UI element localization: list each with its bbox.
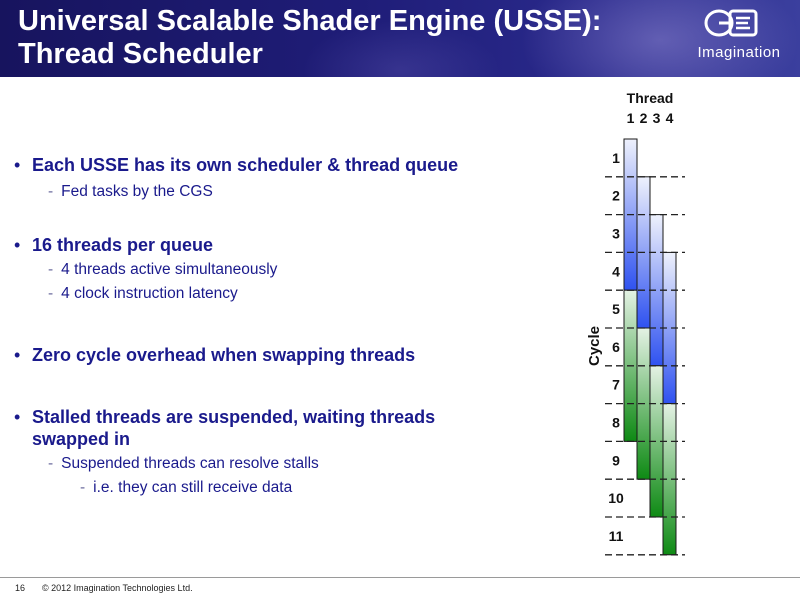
- cycle-label: 8: [612, 415, 620, 431]
- cycle-label: 5: [612, 301, 620, 317]
- page-number: 16: [15, 583, 26, 593]
- sub-bullet-text: 4 clock instruction latency: [61, 285, 238, 302]
- dash-icon: -: [48, 285, 54, 302]
- imagination-logo: Imagination: [684, 8, 794, 68]
- bullet-text: Zero cycle overhead when swapping thread…: [32, 345, 416, 365]
- footer-divider: [0, 577, 800, 578]
- cycle-label: 11: [609, 528, 624, 544]
- sub-bullet-text: i.e. they can still receive data: [93, 479, 293, 496]
- bullet-dot-icon: •: [14, 407, 21, 427]
- thread-number-label: 4: [666, 110, 674, 126]
- dash-icon: -: [48, 261, 54, 278]
- slide-title: Universal Scalable Shader Engine (USSE):…: [18, 5, 678, 71]
- cycle-axis-label: Cycle: [586, 326, 603, 366]
- bullet-dot-icon: •: [14, 155, 21, 175]
- imagination-logo-icon: [704, 9, 758, 37]
- cycle-labels: 1 2 3 4 5 6 7 8 9 10 11: [608, 150, 624, 544]
- sub-bullet-item: -4 threads active simultaneously: [48, 260, 277, 279]
- sub-sub-bullet-item: - i.e. they can still receive data: [80, 478, 292, 497]
- sub-bullet-item: - Suspended threads can resolve stalls: [48, 454, 319, 473]
- dash-icon: -: [80, 479, 86, 496]
- cycle-label: 6: [612, 339, 620, 355]
- header-glow: [520, 0, 800, 77]
- bullet-text: Stalled threads are suspended, waiting t…: [32, 407, 436, 449]
- slide-title-line-1: Universal Scalable Shader Engine (USSE):: [18, 5, 602, 37]
- sub-bullet-text: Fed tasks by the CGS: [61, 183, 213, 200]
- slide-title-line-2: Thread Scheduler: [18, 38, 263, 70]
- thread-bars: [623, 138, 677, 556]
- dash-icon: -: [48, 455, 54, 472]
- cycle-label: 4: [612, 263, 620, 279]
- cycle-label: 10: [608, 490, 624, 506]
- thread-number-label: 1: [627, 110, 635, 126]
- sub-bullet-item: -4 clock instruction latency: [48, 284, 238, 303]
- cycle-label: 2: [612, 188, 620, 204]
- cycle-separators: [605, 176, 685, 556]
- slide-header: Universal Scalable Shader Engine (USSE):…: [0, 0, 800, 77]
- thread-number-label: 2: [640, 110, 648, 126]
- bullet-dot-icon: •: [14, 235, 21, 255]
- header-glow-secondary: [300, 20, 500, 77]
- sub-bullet-text: 4 threads active simultaneously: [61, 261, 278, 278]
- imagination-logo-text: Imagination: [697, 44, 781, 61]
- bullet-text: 16 threads per queue: [32, 235, 214, 255]
- cycle-label: 9: [612, 452, 620, 468]
- cycle-label: 3: [612, 226, 620, 242]
- copyright-text: © 2012 Imagination Technologies Ltd.: [42, 583, 193, 593]
- sub-bullet-text: Suspended threads can resolve stalls: [61, 455, 319, 472]
- cycle-label: 7: [612, 377, 620, 393]
- cycle-label: 1: [612, 150, 620, 166]
- dash-icon: -: [48, 183, 54, 200]
- thread-header-label: Thread: [627, 90, 674, 106]
- thread-number-label: 3: [653, 110, 661, 126]
- bullet-dot-icon: •: [14, 345, 21, 365]
- sub-bullet-item: - Fed tasks by the CGS: [48, 182, 213, 201]
- bullet-text: Each USSE has its own scheduler & thread…: [32, 155, 459, 175]
